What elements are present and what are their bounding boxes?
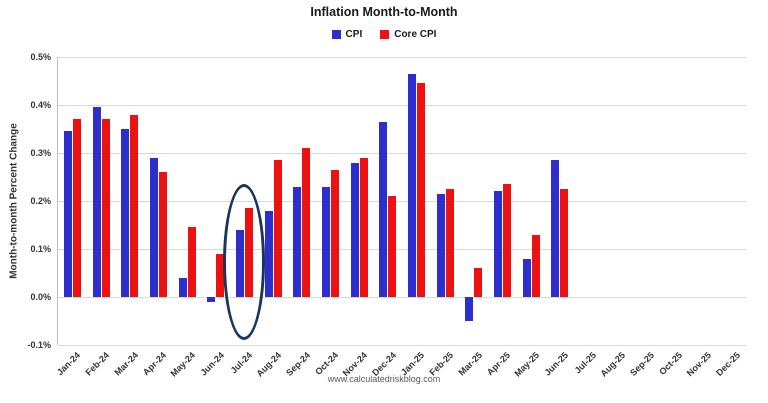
core-cpi-swatch-icon: [380, 30, 390, 39]
x-axis-tick-label: Oct-25: [657, 350, 685, 377]
bar-core-cpi: [560, 189, 569, 297]
y-axis-tick-label: -0.1%: [27, 340, 51, 350]
x-axis-tick-label: Jul-25: [572, 350, 599, 376]
bar-core-cpi: [330, 169, 339, 297]
y-axis-tick-label: 0.3%: [30, 148, 51, 158]
bar-cpi: [63, 131, 72, 297]
watermark: www.calculatedriskblog.com: [327, 374, 441, 384]
bar-cpi: [321, 186, 330, 297]
gridline: [58, 104, 746, 106]
cpi-swatch-icon: [331, 30, 341, 39]
gridline: [58, 296, 746, 298]
bar-core-cpi: [416, 83, 425, 297]
bar-core-cpi: [216, 253, 225, 297]
bar-core-cpi: [158, 172, 167, 297]
legend-item-cpi: CPI: [331, 29, 363, 40]
bar-core-cpi: [502, 184, 511, 297]
bar-cpi: [293, 186, 302, 297]
gridline: [58, 56, 746, 58]
bar-cpi: [350, 162, 359, 297]
legend-label-cpi: CPI: [345, 29, 363, 40]
bar-core-cpi: [72, 119, 81, 297]
bar-cpi: [149, 157, 158, 297]
jul-24-highlight-ellipse: [223, 184, 266, 341]
chart-title: Inflation Month-to-Month: [310, 5, 458, 19]
bar-cpi: [465, 297, 474, 321]
y-axis-tick-label: 0.2%: [30, 196, 51, 206]
bar-cpi: [121, 129, 130, 297]
bar-core-cpi: [130, 114, 139, 297]
y-axis-tick-label: 0.4%: [30, 100, 51, 110]
gridline: [58, 248, 746, 250]
x-axis-tick-label: Oct-24: [313, 350, 341, 377]
bar-cpi: [522, 258, 531, 297]
bar-cpi: [178, 277, 187, 297]
bar-cpi: [264, 210, 273, 297]
bar-core-cpi: [359, 157, 368, 297]
bar-core-cpi: [101, 119, 110, 297]
bar-core-cpi: [273, 160, 282, 297]
y-axis-tick-label: 0.5%: [30, 52, 51, 62]
y-axis-tick-label: 0.0%: [30, 292, 51, 302]
bar-core-cpi: [302, 148, 311, 297]
bar-cpi: [407, 73, 416, 297]
bar-cpi: [92, 107, 101, 297]
gridline: [58, 344, 746, 346]
plot-area: [57, 56, 746, 346]
legend: CPI Core CPI: [0, 29, 768, 40]
x-axis-tick-label: Jul-24: [228, 350, 255, 376]
gridline: [58, 200, 746, 202]
bar-core-cpi: [474, 268, 483, 297]
bar-core-cpi: [388, 196, 397, 297]
bar-cpi: [436, 193, 445, 297]
bar-cpi: [493, 191, 502, 297]
bar-core-cpi: [445, 189, 454, 297]
bar-core-cpi: [531, 234, 540, 297]
gridline: [58, 152, 746, 154]
y-axis-tick-label: 0.1%: [30, 244, 51, 254]
legend-item-core-cpi: Core CPI: [380, 29, 436, 40]
bar-core-cpi: [187, 227, 196, 297]
bar-cpi: [551, 160, 560, 297]
bar-cpi: [379, 121, 388, 297]
bar-cpi: [207, 297, 216, 302]
legend-label-core-cpi: Core CPI: [394, 29, 437, 40]
